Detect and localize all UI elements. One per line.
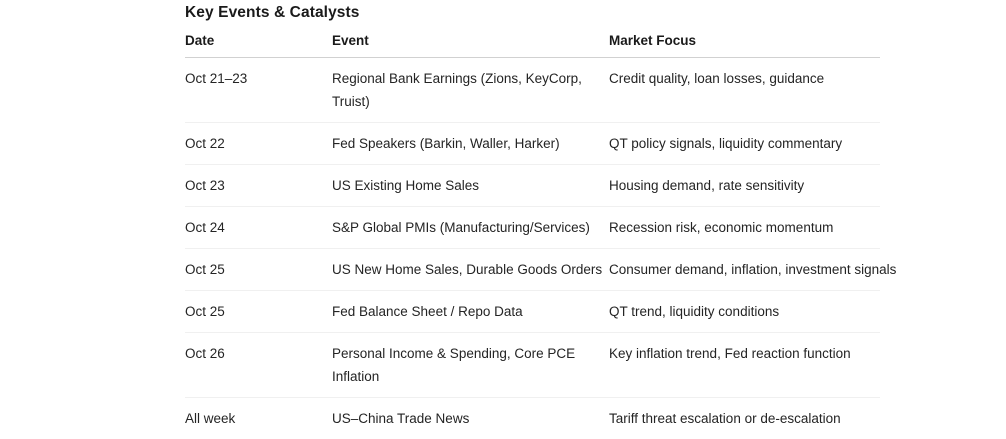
table-row: Oct 25 Fed Balance Sheet / Repo Data QT … <box>185 291 880 333</box>
table-row: Oct 25 US New Home Sales, Durable Goods … <box>185 249 880 291</box>
cell-date: Oct 22 <box>185 123 332 165</box>
cell-date: Oct 25 <box>185 291 332 333</box>
table-row: Oct 22 Fed Speakers (Barkin, Waller, Har… <box>185 123 880 165</box>
table-row: Oct 26 Personal Income & Spending, Core … <box>185 333 880 398</box>
table-body: Oct 21–23 Regional Bank Earnings (Zions,… <box>185 58 880 439</box>
cell-market-focus: Credit quality, loan losses, guidance <box>609 58 880 123</box>
cell-date: Oct 25 <box>185 249 332 291</box>
cell-event: S&P Global PMIs (Manufacturing/Services) <box>332 207 609 249</box>
cell-market-focus: Consumer demand, inflation, investment s… <box>609 249 880 291</box>
cell-date: Oct 23 <box>185 165 332 207</box>
column-header-event: Event <box>332 27 609 58</box>
table-row: Oct 21–23 Regional Bank Earnings (Zions,… <box>185 58 880 123</box>
key-events-section: Key Events & Catalysts Date Event Market… <box>185 0 885 439</box>
cell-market-focus: Housing demand, rate sensitivity <box>609 165 880 207</box>
table-row: Oct 24 S&P Global PMIs (Manufacturing/Se… <box>185 207 880 249</box>
cell-market-focus: Key inflation trend, Fed reaction functi… <box>609 333 880 398</box>
table-row: Oct 23 US Existing Home Sales Housing de… <box>185 165 880 207</box>
column-header-date: Date <box>185 27 332 58</box>
cell-event: Personal Income & Spending, Core PCE Inf… <box>332 333 609 398</box>
cell-date: Oct 24 <box>185 207 332 249</box>
cell-market-focus: QT policy signals, liquidity commentary <box>609 123 880 165</box>
table-header-row: Date Event Market Focus <box>185 27 880 58</box>
cell-event: Regional Bank Earnings (Zions, KeyCorp, … <box>332 58 609 123</box>
cell-event: US New Home Sales, Durable Goods Orders <box>332 249 609 291</box>
cell-date: Oct 26 <box>185 333 332 398</box>
cell-date: Oct 21–23 <box>185 58 332 123</box>
cell-market-focus: QT trend, liquidity conditions <box>609 291 880 333</box>
cell-event: US Existing Home Sales <box>332 165 609 207</box>
column-header-market-focus: Market Focus <box>609 27 880 58</box>
key-events-table: Date Event Market Focus Oct 21–23 Region… <box>185 27 880 439</box>
cell-event: Fed Speakers (Barkin, Waller, Harker) <box>332 123 609 165</box>
section-title: Key Events & Catalysts <box>185 0 885 22</box>
cell-event: Fed Balance Sheet / Repo Data <box>332 291 609 333</box>
cell-market-focus: Recession risk, economic momentum <box>609 207 880 249</box>
